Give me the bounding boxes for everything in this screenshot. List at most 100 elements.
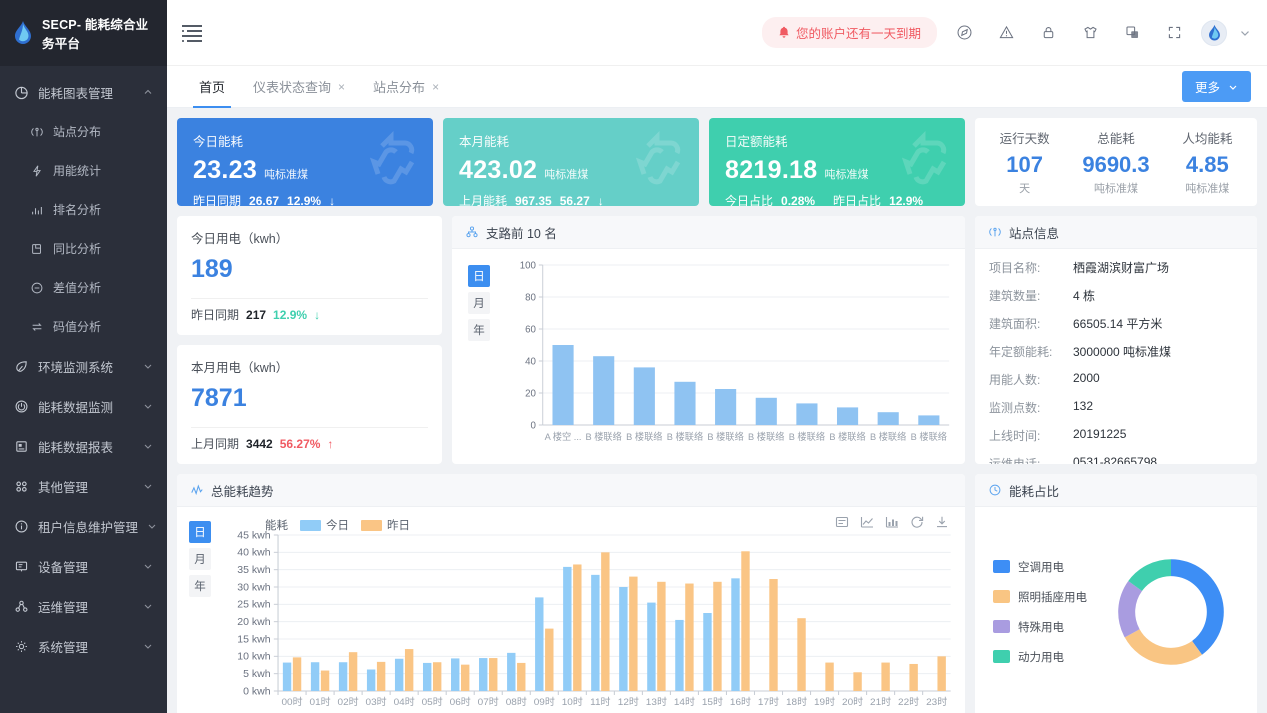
sidebar-item-energy-reports[interactable]: 能耗数据报表 <box>0 426 167 466</box>
sidebar-item-energy-data-monitoring[interactable]: 能耗数据监测 <box>0 386 167 426</box>
info-value: 66505.14 平方米 <box>1073 317 1163 331</box>
sidebar-item-code-value-analysis[interactable]: 码值分析 <box>0 307 167 346</box>
compass-icon[interactable] <box>949 18 979 48</box>
tab-home[interactable]: 首页 <box>185 66 239 108</box>
info-row: 建筑数量: 4 栋 <box>989 287 1243 304</box>
svg-text:40 kwh: 40 kwh <box>237 548 271 559</box>
legend-label: 照明插座用电 <box>1018 591 1087 604</box>
card-month-electricity: 本月用电（kwh） 7871 上月同期 3442 56.27% ↑ <box>177 345 442 464</box>
sidebar-item-difference-analysis[interactable]: 差值分析 <box>0 268 167 307</box>
period-tab-day[interactable]: 日 <box>468 265 490 287</box>
tab-site-distribution[interactable]: 站点分布 × <box>359 66 453 108</box>
card-footer: 昨日同期 26.67 12.9% ↓ <box>193 192 417 207</box>
more-button[interactable]: 更多 <box>1181 71 1251 102</box>
tabbar: 首页 仪表状态查询 × 站点分布 × 更多 <box>167 66 1267 108</box>
svg-text:45 kwh: 45 kwh <box>237 531 271 542</box>
divider <box>191 427 428 428</box>
donut-body: 空调用电 照明插座用电 特殊用电 <box>975 507 1257 713</box>
period-tab-month[interactable]: 月 <box>468 292 490 314</box>
panel-energy-share: 能耗占比 空调用电 照明插座用电 <box>975 474 1257 713</box>
svg-text:01时: 01时 <box>310 696 331 708</box>
lock-icon[interactable] <box>1033 18 1063 48</box>
arrow-down-icon: ↓ <box>314 307 321 322</box>
more-button-label: 更多 <box>1194 81 1220 95</box>
card-unit: 吨标准煤 <box>824 169 869 181</box>
info-row: 项目名称: 栖霞湖滨财富广场 <box>989 259 1243 276</box>
svg-text:13时: 13时 <box>646 696 667 708</box>
sidebar-item-label: 站点分布 <box>53 125 102 139</box>
legend-item-yesterday[interactable]: 昨日 <box>361 517 410 533</box>
sidebar-item-ranking-analysis[interactable]: 排名分析 <box>0 190 167 229</box>
sidebar-item-energy-stats[interactable]: 用能统计 <box>0 151 167 190</box>
copy-square-icon <box>30 242 44 256</box>
branch-chart-canvas[interactable]: 0 20 40 60 80 100 A 楼空 ... B 楼联络 B 楼联络 B 楼联络 B 楼联络… <box>498 257 955 456</box>
sidebar-item-device-mgmt[interactable]: 设备管理 <box>0 546 167 586</box>
panel-header: 总能耗趋势 <box>177 474 965 507</box>
kpi-unit: 天 <box>1019 183 1031 196</box>
period-tab-year[interactable]: 年 <box>189 575 211 597</box>
info-row: 监测点数: 132 <box>989 399 1243 416</box>
legend-item-today[interactable]: 今日 <box>300 517 349 533</box>
sidebar-item-site-distribution[interactable]: 站点分布 <box>0 112 167 151</box>
legend-swatch <box>361 519 382 531</box>
chevron-down-icon <box>143 641 153 651</box>
data-view-icon[interactable] <box>835 515 849 529</box>
language-switch-icon[interactable] <box>1117 18 1147 48</box>
brand[interactable]: SECP- 能耗综合业务平台 <box>0 0 167 66</box>
card-title: 本月能耗 <box>459 135 510 149</box>
legend-item-lighting[interactable]: 照明插座用电 <box>993 589 1097 605</box>
fullscreen-icon[interactable] <box>1159 18 1189 48</box>
period-tab-month[interactable]: 月 <box>189 548 211 570</box>
line-chart-icon[interactable] <box>860 515 874 529</box>
brand-name: SECP- 能耗综合业务平台 <box>42 18 149 51</box>
close-icon[interactable]: × <box>432 79 440 94</box>
svg-text:20时: 20时 <box>842 696 863 708</box>
legend-item-power[interactable]: 动力用电 <box>993 649 1097 665</box>
card-footer: 昨日同期 217 12.9% ↓ <box>191 306 428 323</box>
bottom-row: 总能耗趋势 日 月 年 能耗 <box>177 474 1257 713</box>
gear-icon <box>14 639 29 654</box>
trend-chart-canvas[interactable]: 能耗 今日 昨日 <box>219 513 957 713</box>
svg-text:11时: 11时 <box>590 696 611 708</box>
card-title: 日定额能耗 <box>725 135 788 149</box>
period-tab-year[interactable]: 年 <box>468 319 490 341</box>
divider <box>191 298 428 299</box>
shirt-theme-icon[interactable] <box>1075 18 1105 48</box>
hamburger-icon[interactable] <box>181 24 203 42</box>
card-main-value: 423.02 吨标准煤 <box>459 156 683 185</box>
sidebar-item-energy-chart-mgmt[interactable]: 能耗图表管理 <box>0 72 167 112</box>
sidebar-item-tenant-info-mgmt[interactable]: 租户信息维护管理 <box>0 506 167 546</box>
compare-value: 0.28% <box>781 193 816 207</box>
account-expire-badge[interactable]: 您的账户还有一天到期 <box>761 17 937 48</box>
tab-meter-status-query[interactable]: 仪表状态查询 × <box>239 66 359 108</box>
refresh-icon[interactable] <box>910 515 924 529</box>
kpi-label: 运行天数 <box>999 131 1050 146</box>
legend-item-special[interactable]: 特殊用电 <box>993 619 1097 635</box>
legend-label: 空调用电 <box>1018 561 1064 574</box>
sidebar-item-system-mgmt[interactable]: 系统管理 <box>0 626 167 666</box>
period-tab-day[interactable]: 日 <box>189 521 211 543</box>
close-icon[interactable]: × <box>338 79 346 94</box>
panel-title: 站点信息 <box>1009 226 1060 241</box>
donut-chart-canvas[interactable] <box>1097 546 1245 678</box>
compare-label: 今日占比 <box>725 194 774 206</box>
sidebar-item-env-monitoring[interactable]: 环境监测系统 <box>0 346 167 386</box>
download-icon[interactable] <box>935 515 949 529</box>
sidebar-item-yoy-analysis[interactable]: 同比分析 <box>0 229 167 268</box>
bar-chart-icon[interactable] <box>885 515 899 529</box>
sidebar-item-label: 其他管理 <box>38 480 89 495</box>
chevron-down-icon[interactable] <box>1239 27 1251 39</box>
legend-swatch <box>300 519 321 531</box>
legend-item-ac[interactable]: 空调用电 <box>993 559 1097 575</box>
expire-text: 您的账户还有一天到期 <box>795 27 921 41</box>
compare-label: 昨日同期 <box>191 308 240 322</box>
sidebar-item-other-mgmt[interactable]: 其他管理 <box>0 466 167 506</box>
sidebar-item-ops-mgmt[interactable]: 运维管理 <box>0 586 167 626</box>
card-title: 今日能耗 <box>193 135 244 149</box>
svg-text:60: 60 <box>525 324 536 335</box>
user-avatar-flame-icon[interactable] <box>1201 19 1227 46</box>
clock-pie-icon <box>988 483 1002 497</box>
card-value: 23.23 <box>193 156 258 184</box>
warning-triangle-icon[interactable] <box>991 18 1021 48</box>
kpi-value: 107 <box>1006 151 1044 177</box>
